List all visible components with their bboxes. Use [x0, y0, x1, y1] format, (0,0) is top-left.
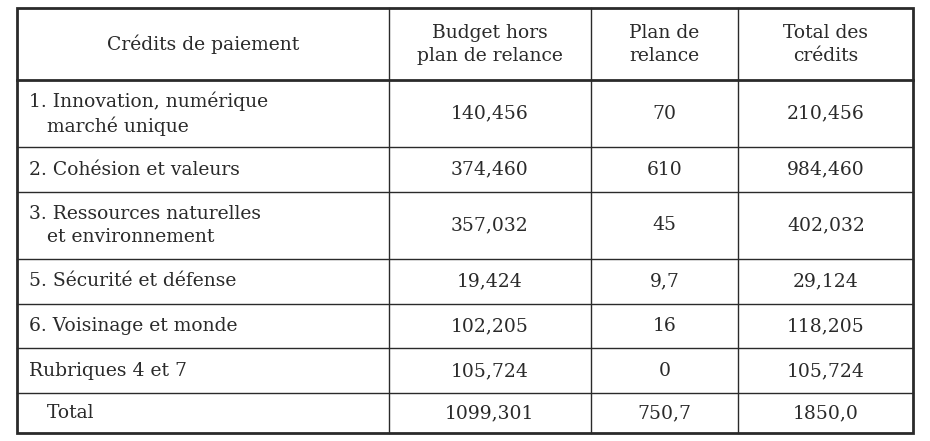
Text: Budget hors
plan de relance: Budget hors plan de relance — [417, 24, 563, 64]
Text: 140,456: 140,456 — [451, 105, 528, 123]
Text: 29,124: 29,124 — [793, 273, 858, 290]
Text: 16: 16 — [653, 317, 676, 335]
Text: 3. Ressources naturelles
   et environnement: 3. Ressources naturelles et environnemen… — [29, 205, 260, 246]
Text: 374,460: 374,460 — [451, 161, 528, 179]
Text: 102,205: 102,205 — [451, 317, 528, 335]
Text: 210,456: 210,456 — [787, 105, 865, 123]
Text: 1099,301: 1099,301 — [445, 404, 535, 422]
Text: 105,724: 105,724 — [451, 362, 528, 380]
Text: Total des
crédits: Total des crédits — [783, 24, 869, 64]
Text: 6. Voisinage et monde: 6. Voisinage et monde — [29, 317, 237, 335]
Text: 5. Sécurité et défense: 5. Sécurité et défense — [29, 273, 236, 290]
Text: 70: 70 — [653, 105, 676, 123]
Text: 105,724: 105,724 — [787, 362, 865, 380]
Text: 1. Innovation, numérique
   marché unique: 1. Innovation, numérique marché unique — [29, 92, 268, 136]
Text: Rubriques 4 et 7: Rubriques 4 et 7 — [29, 362, 187, 380]
Text: 45: 45 — [653, 217, 676, 235]
Text: Plan de
relance: Plan de relance — [630, 24, 699, 64]
Text: 402,032: 402,032 — [787, 217, 865, 235]
Text: 750,7: 750,7 — [637, 404, 692, 422]
Text: 357,032: 357,032 — [451, 217, 528, 235]
Text: 1850,0: 1850,0 — [793, 404, 858, 422]
Text: 118,205: 118,205 — [787, 317, 865, 335]
Text: 2. Cohésion et valeurs: 2. Cohésion et valeurs — [29, 161, 240, 179]
Text: 610: 610 — [646, 161, 683, 179]
Text: 19,424: 19,424 — [457, 273, 523, 290]
Text: 0: 0 — [658, 362, 671, 380]
Text: 9,7: 9,7 — [649, 273, 680, 290]
Text: Total: Total — [29, 404, 93, 422]
Text: Crédits de paiement: Crédits de paiement — [107, 34, 299, 54]
Text: 984,460: 984,460 — [787, 161, 865, 179]
